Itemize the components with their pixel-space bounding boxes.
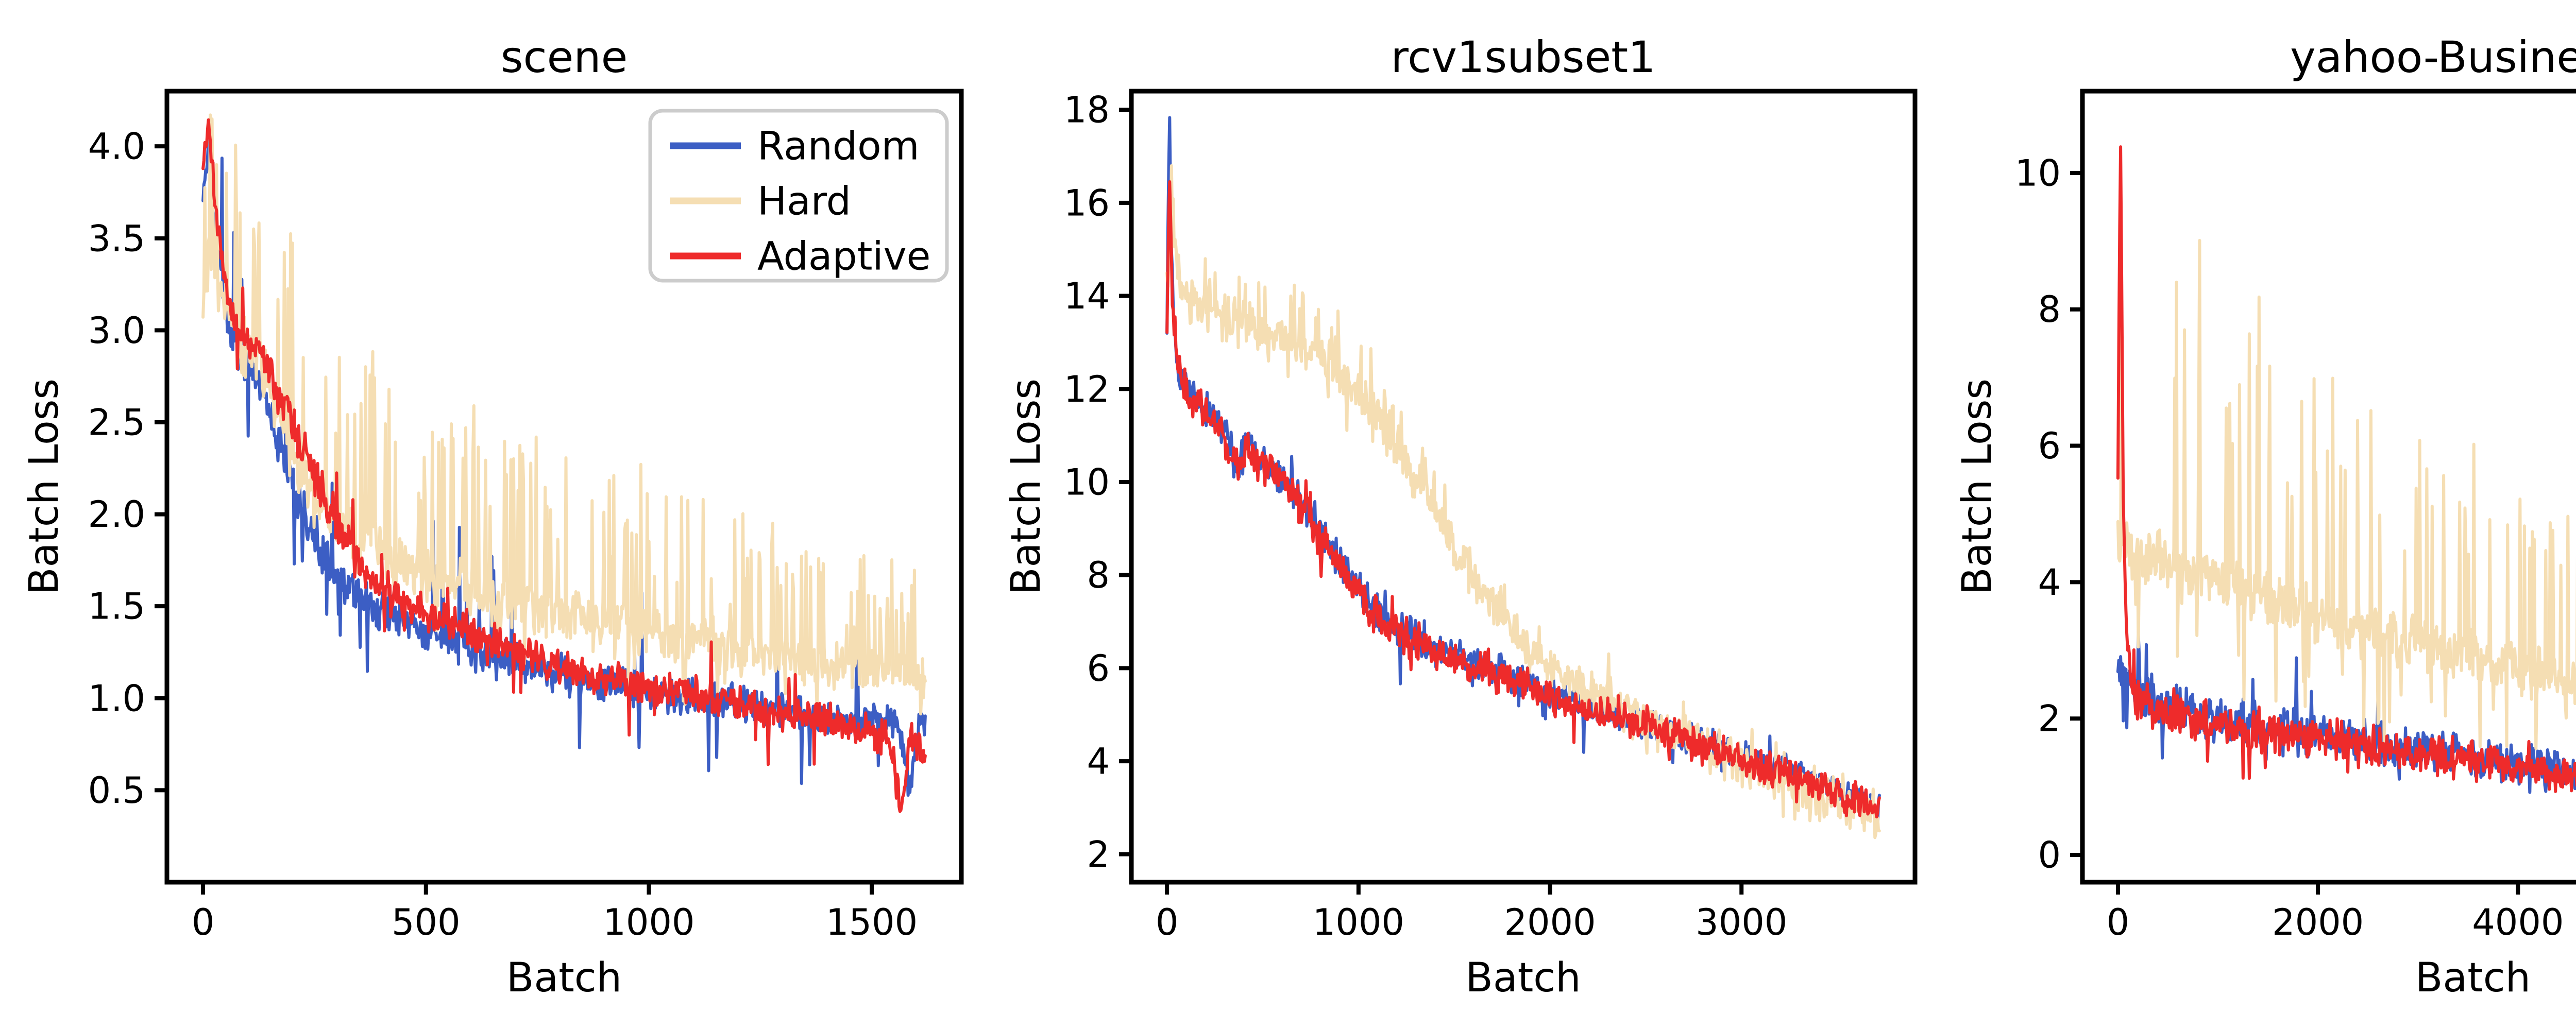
x-tick-label: 500 — [392, 901, 461, 943]
legend-label-hard: Hard — [757, 178, 851, 224]
y-axis-label: Batch Loss — [21, 379, 67, 595]
x-tick-label: 0 — [2107, 901, 2130, 943]
y-tick-label: 4 — [2038, 561, 2061, 604]
plot-area — [2116, 145, 2576, 794]
y-tick-label: 2 — [1087, 833, 1110, 876]
y-tick-label: 1.5 — [88, 586, 145, 628]
x-axis-label: Batch — [2415, 955, 2531, 1001]
x-tick-label: 4000 — [2472, 901, 2564, 943]
axes-frame — [2080, 89, 2576, 885]
chart-title: rcv1subset1 — [1391, 32, 1655, 82]
x-tick-label: 1500 — [826, 901, 918, 943]
y-tick-label: 2.5 — [88, 401, 145, 443]
y-tick-label: 4 — [1087, 741, 1110, 783]
x-axis-label: Batch — [506, 955, 622, 1001]
y-tick-label: 4.0 — [88, 126, 145, 168]
y-tick-label: 18 — [1064, 89, 1110, 131]
y-tick-label: 6 — [2038, 425, 2061, 467]
plot-area — [1165, 116, 1881, 839]
x-tick-label: 2000 — [2272, 901, 2364, 943]
y-tick-label: 2.0 — [88, 493, 145, 536]
y-tick-label: 8 — [2038, 288, 2061, 331]
series-line-adaptive — [2116, 145, 2576, 793]
axes-frame — [164, 89, 964, 885]
y-tick-label: 3.0 — [88, 310, 145, 352]
y-tick-label: 0 — [2038, 834, 2061, 877]
y-tick-label: 8 — [1087, 554, 1110, 596]
y-axis-label: Batch Loss — [1954, 379, 2001, 595]
x-tick-label: 1000 — [603, 901, 694, 943]
chart-title: scene — [501, 32, 628, 82]
y-tick-label: 1.0 — [88, 677, 145, 719]
y-tick-label: 12 — [1064, 368, 1110, 410]
x-tick-label: 0 — [1156, 901, 1179, 943]
x-tick-label: 3000 — [1696, 901, 1787, 943]
legend-label-adaptive: Adaptive — [757, 233, 930, 279]
subplot-scene: 0 500 1000 1500 0.5 1.0 1.5 2.0 2.5 3.0 3.5 4.0 scen… — [21, 32, 964, 1001]
chart-title: yahoo-Business1 — [2290, 32, 2576, 82]
x-tick-label: 0 — [192, 901, 215, 943]
y-tick-label: 2 — [2038, 698, 2061, 740]
series-line-hard — [201, 113, 927, 716]
y-tick-label: 14 — [1064, 275, 1110, 317]
plot-area — [201, 113, 927, 813]
axes-frame — [1129, 89, 1918, 885]
y-tick-label: 10 — [2015, 152, 2061, 194]
x-tick-label: 2000 — [1504, 901, 1596, 943]
x-tick-label: 1000 — [1313, 901, 1404, 943]
legend-label-random: Random — [757, 123, 920, 169]
x-axis-label: Batch — [1465, 955, 1581, 1001]
y-tick-label: 16 — [1064, 182, 1110, 224]
legend: Random Hard Adaptive — [648, 109, 949, 283]
y-tick-label: 0.5 — [88, 769, 145, 812]
series-line-adaptive — [1165, 180, 1881, 819]
legend-frame — [648, 109, 949, 283]
subplot-rcv1subset1: 0 1000 2000 3000 2 4 6 8 10 12 14 16 18 rcv1subset1 Ba… — [1003, 32, 1918, 1001]
y-tick-label: 10 — [1064, 461, 1110, 503]
y-axis-label: Batch Loss — [1003, 379, 1049, 595]
series-line-adaptive — [201, 118, 927, 813]
series-line-hard — [1165, 164, 1881, 839]
y-tick-label: 3.5 — [88, 217, 145, 260]
series-line-hard — [2116, 238, 2576, 750]
subplot-yahoo-Business1: 02000400060000246810yahoo-Business1Batch… — [1954, 32, 2576, 1001]
y-tick-label: 6 — [1087, 647, 1110, 690]
